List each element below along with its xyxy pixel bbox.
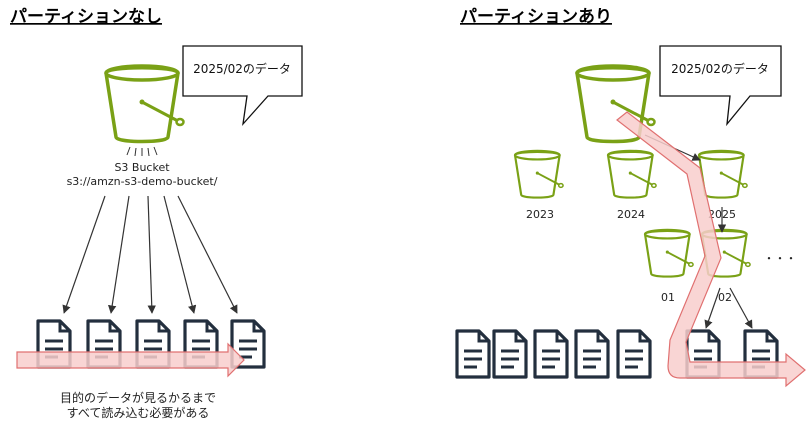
right-scan-highlight-arrow <box>616 111 806 388</box>
right-document-icon <box>533 329 569 379</box>
right-document-icon <box>574 329 610 379</box>
bucket-rays <box>126 146 158 157</box>
right-callout-bubble: 2025/02のデータ <box>659 45 782 127</box>
left-scan-highlight-arrow <box>16 342 245 378</box>
left-callout-bubble: 2025/02のデータ <box>182 45 303 127</box>
bucket-2024-icon <box>606 149 658 199</box>
bucket-2023-icon <box>513 149 565 199</box>
right-title: パーティションあり <box>460 7 612 27</box>
right-document-icon <box>616 329 652 379</box>
more-ellipsis: ・・・ <box>764 252 797 265</box>
month-label-02: 02 <box>718 291 732 304</box>
left-callout-text: 2025/02のデータ <box>193 61 291 76</box>
left-s3-bucket-icon <box>104 64 186 144</box>
left-note-line-1: 目的のデータが見るかるまで <box>60 390 216 405</box>
left-note-line-2: すべて読み込む必要がある <box>67 405 210 420</box>
right-document-icon <box>455 329 491 379</box>
right-callout-text: 2025/02のデータ <box>671 61 769 76</box>
left-title: パーティションなし <box>10 7 162 27</box>
left-read-arrows <box>62 195 238 314</box>
bucket-month-01-icon <box>643 228 695 278</box>
year-label-2024: 2024 <box>617 208 645 221</box>
bucket-2025-icon <box>697 149 749 199</box>
bucket-label-uri: s3://amzn-s3-demo-bucket/ <box>67 175 218 188</box>
month-label-01: 01 <box>661 291 675 304</box>
bucket-label-name: S3 Bucket <box>114 161 170 174</box>
year-label-2023: 2023 <box>526 208 554 221</box>
right-document-icon <box>492 329 528 379</box>
